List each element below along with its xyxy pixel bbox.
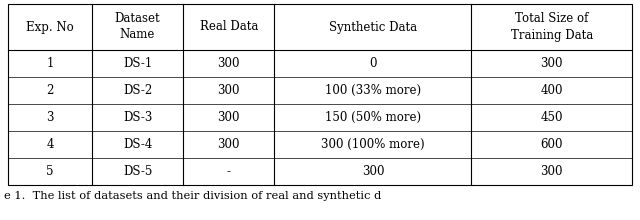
Text: 300: 300 (540, 57, 563, 70)
Text: 300: 300 (362, 165, 384, 178)
Text: 450: 450 (540, 111, 563, 124)
Text: 2: 2 (46, 84, 54, 97)
Text: 300: 300 (218, 57, 240, 70)
Text: DS-4: DS-4 (123, 138, 152, 151)
Text: DS-3: DS-3 (123, 111, 152, 124)
Text: 300 (100% more): 300 (100% more) (321, 138, 425, 151)
Text: DS-1: DS-1 (123, 57, 152, 70)
Text: 0: 0 (369, 57, 377, 70)
Text: Total Size of
Training Data: Total Size of Training Data (511, 13, 593, 42)
Text: 150 (50% more): 150 (50% more) (325, 111, 421, 124)
Text: 1: 1 (46, 57, 54, 70)
Text: e 1.  The list of datasets and their division of real and synthetic d: e 1. The list of datasets and their divi… (4, 191, 381, 201)
Text: Synthetic Data: Synthetic Data (329, 20, 417, 33)
Text: 3: 3 (46, 111, 54, 124)
Text: Dataset
Name: Dataset Name (115, 13, 161, 42)
Text: DS-2: DS-2 (123, 84, 152, 97)
Bar (8, 4, 632, 185)
Text: Exp. No: Exp. No (26, 20, 74, 33)
Text: 300: 300 (218, 84, 240, 97)
Text: 5: 5 (46, 165, 54, 178)
Text: 300: 300 (218, 138, 240, 151)
Text: -: - (227, 165, 231, 178)
Text: 400: 400 (540, 84, 563, 97)
Text: 600: 600 (540, 138, 563, 151)
Text: 100 (33% more): 100 (33% more) (325, 84, 421, 97)
Text: 300: 300 (540, 165, 563, 178)
Text: 300: 300 (218, 111, 240, 124)
Text: Real Data: Real Data (200, 20, 258, 33)
Text: DS-5: DS-5 (123, 165, 152, 178)
Text: 4: 4 (46, 138, 54, 151)
